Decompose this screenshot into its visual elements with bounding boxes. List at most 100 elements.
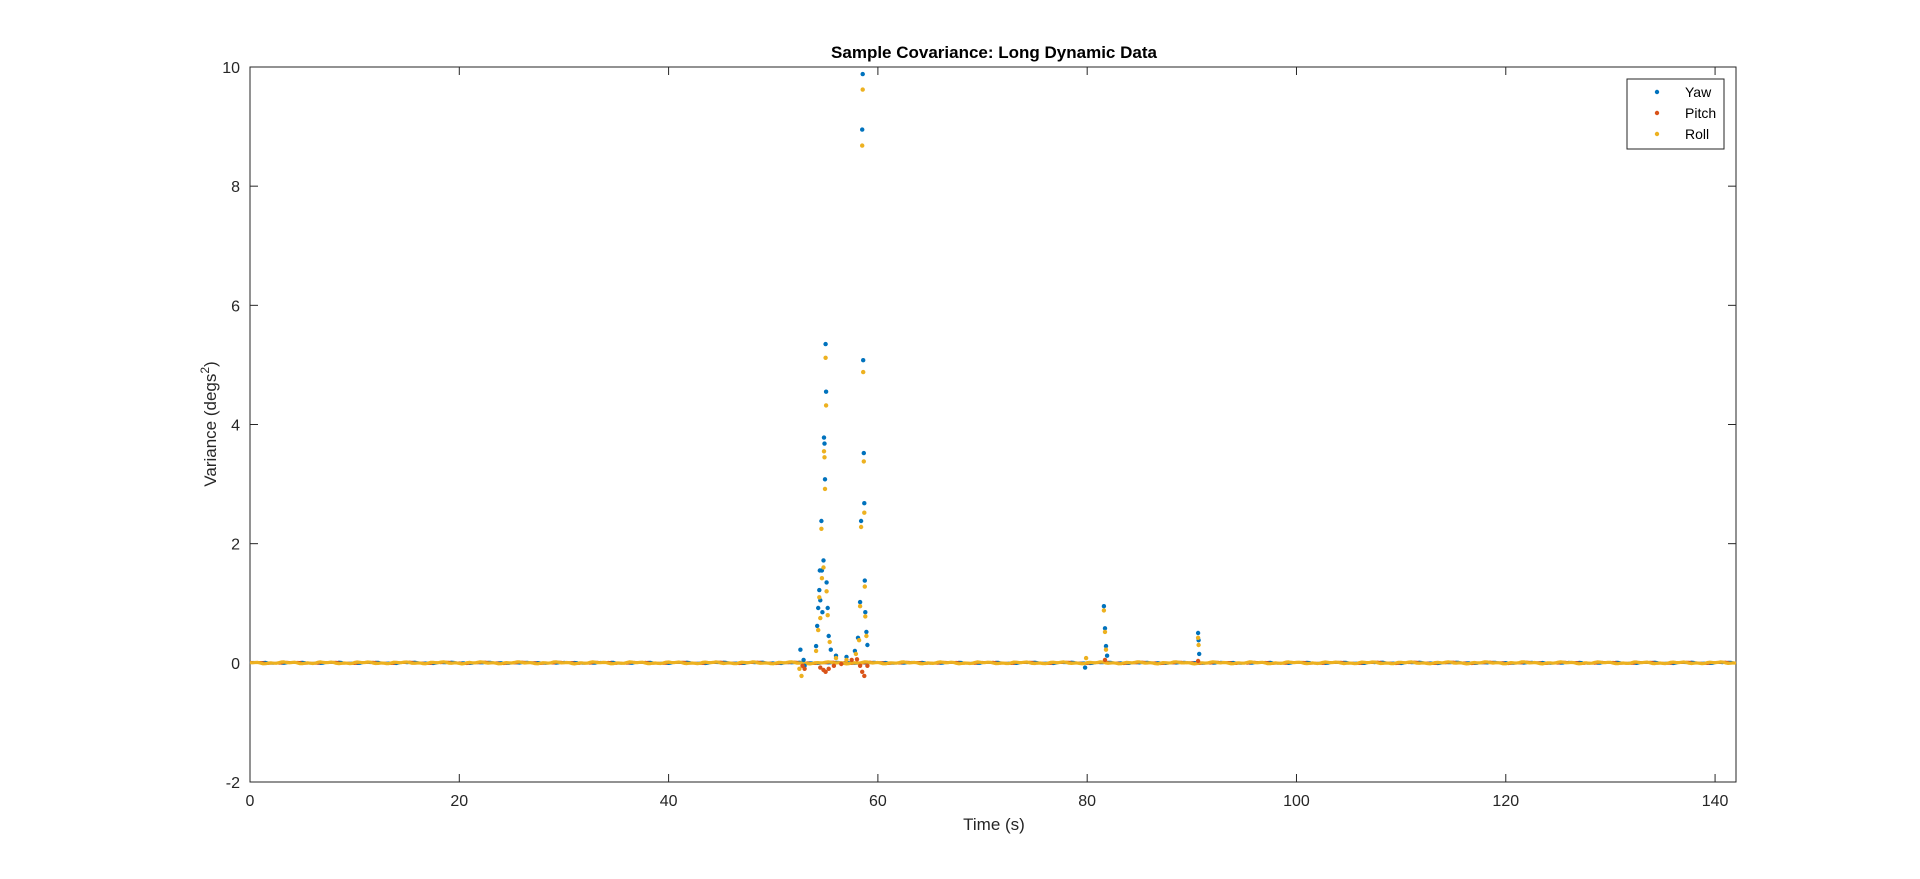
y-axis-label-end: )	[201, 361, 220, 367]
legend-marker-pitch	[1654, 110, 1660, 116]
data-point	[1103, 647, 1109, 652]
data-point	[824, 580, 829, 585]
data-point	[864, 633, 869, 639]
data-point	[822, 486, 828, 492]
data-point	[858, 518, 864, 524]
data-point	[1195, 658, 1201, 664]
data-point	[856, 638, 862, 643]
data-point	[823, 669, 828, 674]
data-point	[819, 518, 824, 524]
tick-labels: 0 20 40 60 80 100 120 140 -2 0 2 4 6 8 10	[222, 60, 1728, 810]
data-point	[860, 87, 865, 92]
data-point	[823, 355, 828, 360]
data-point	[861, 358, 866, 363]
data-point	[822, 455, 827, 460]
data-point	[802, 666, 807, 671]
data-point	[820, 610, 825, 615]
data-point	[854, 657, 860, 662]
data-point	[863, 610, 868, 615]
legend-label-yaw: Yaw	[1685, 84, 1712, 100]
x-tick-label: 20	[450, 793, 468, 810]
data-point	[818, 615, 823, 621]
y-tick-label: 0	[231, 656, 240, 673]
data-point	[821, 565, 826, 570]
data-point	[862, 510, 867, 515]
data-point	[822, 477, 828, 482]
data-point	[801, 657, 806, 663]
x-tick-label: 140	[1702, 793, 1729, 810]
data-point	[857, 599, 863, 605]
data-point	[860, 71, 865, 77]
data-point	[860, 143, 865, 148]
legend-label-roll: Roll	[1685, 126, 1709, 142]
y-tick-label: 2	[231, 537, 240, 554]
data-point	[844, 657, 849, 663]
data-point	[1102, 657, 1108, 663]
data-point	[862, 501, 867, 506]
data-point	[817, 595, 822, 600]
data-point	[824, 589, 829, 594]
data-point	[833, 655, 839, 661]
data-point	[799, 673, 804, 679]
data-point	[821, 435, 827, 440]
data-point	[860, 127, 865, 132]
data-point	[828, 647, 833, 652]
x-axis-label: Time (s)	[963, 815, 1025, 834]
data-point	[823, 403, 829, 408]
data-point	[827, 639, 832, 645]
plot-area	[249, 66, 1737, 783]
data-point	[798, 647, 803, 652]
data-point	[862, 673, 867, 679]
y-tick-label: 4	[231, 418, 240, 435]
data-point	[825, 613, 830, 618]
y-axis-label-superscript: 2	[198, 367, 212, 374]
y-tick-label: 8	[231, 179, 240, 196]
data-point	[818, 665, 823, 670]
data-point	[1102, 629, 1108, 635]
data-point	[816, 605, 821, 611]
data-point	[821, 449, 827, 454]
legend-box	[1626, 78, 1725, 150]
y-axis-label-main: Variance (degs	[201, 374, 220, 487]
y-tick-label: -2	[226, 775, 240, 792]
data-point	[831, 663, 837, 668]
baseline-noise	[249, 660, 1737, 666]
data-point	[858, 524, 864, 530]
data-point	[849, 657, 854, 663]
data-point	[819, 576, 825, 581]
series-roll	[797, 87, 1201, 679]
data-point	[864, 629, 869, 635]
data-point	[853, 651, 859, 657]
data-point	[1196, 642, 1201, 648]
chart-title: Sample Covariance: Long Dynamic Data	[831, 43, 1157, 62]
data-point	[861, 450, 866, 456]
data-point	[865, 642, 870, 648]
data-point	[797, 666, 802, 671]
data-point	[813, 643, 819, 649]
legend: Yaw Pitch Roll	[1626, 78, 1725, 150]
x-tick-label: 60	[869, 793, 887, 810]
data-point	[861, 459, 866, 464]
data-point	[862, 578, 867, 583]
legend-marker-yaw	[1654, 89, 1660, 95]
x-tick-label: 100	[1283, 793, 1310, 810]
data-point	[817, 587, 822, 593]
data-point	[857, 663, 863, 668]
data-point	[826, 666, 831, 671]
x-tick-label: 80	[1078, 793, 1096, 810]
data-point	[821, 558, 826, 563]
data-point	[823, 389, 829, 394]
data-point	[1083, 655, 1089, 661]
x-tick-label: 120	[1492, 793, 1519, 810]
data-point	[826, 633, 831, 639]
x-tick-label: 0	[246, 793, 255, 810]
data-point	[822, 441, 827, 446]
x-tick-label: 40	[660, 793, 678, 810]
data-point	[1082, 665, 1088, 670]
data-point	[1195, 635, 1201, 640]
data-point	[816, 627, 821, 633]
data-point	[1101, 608, 1107, 613]
data-point	[1197, 651, 1202, 657]
data-point	[1104, 653, 1110, 658]
